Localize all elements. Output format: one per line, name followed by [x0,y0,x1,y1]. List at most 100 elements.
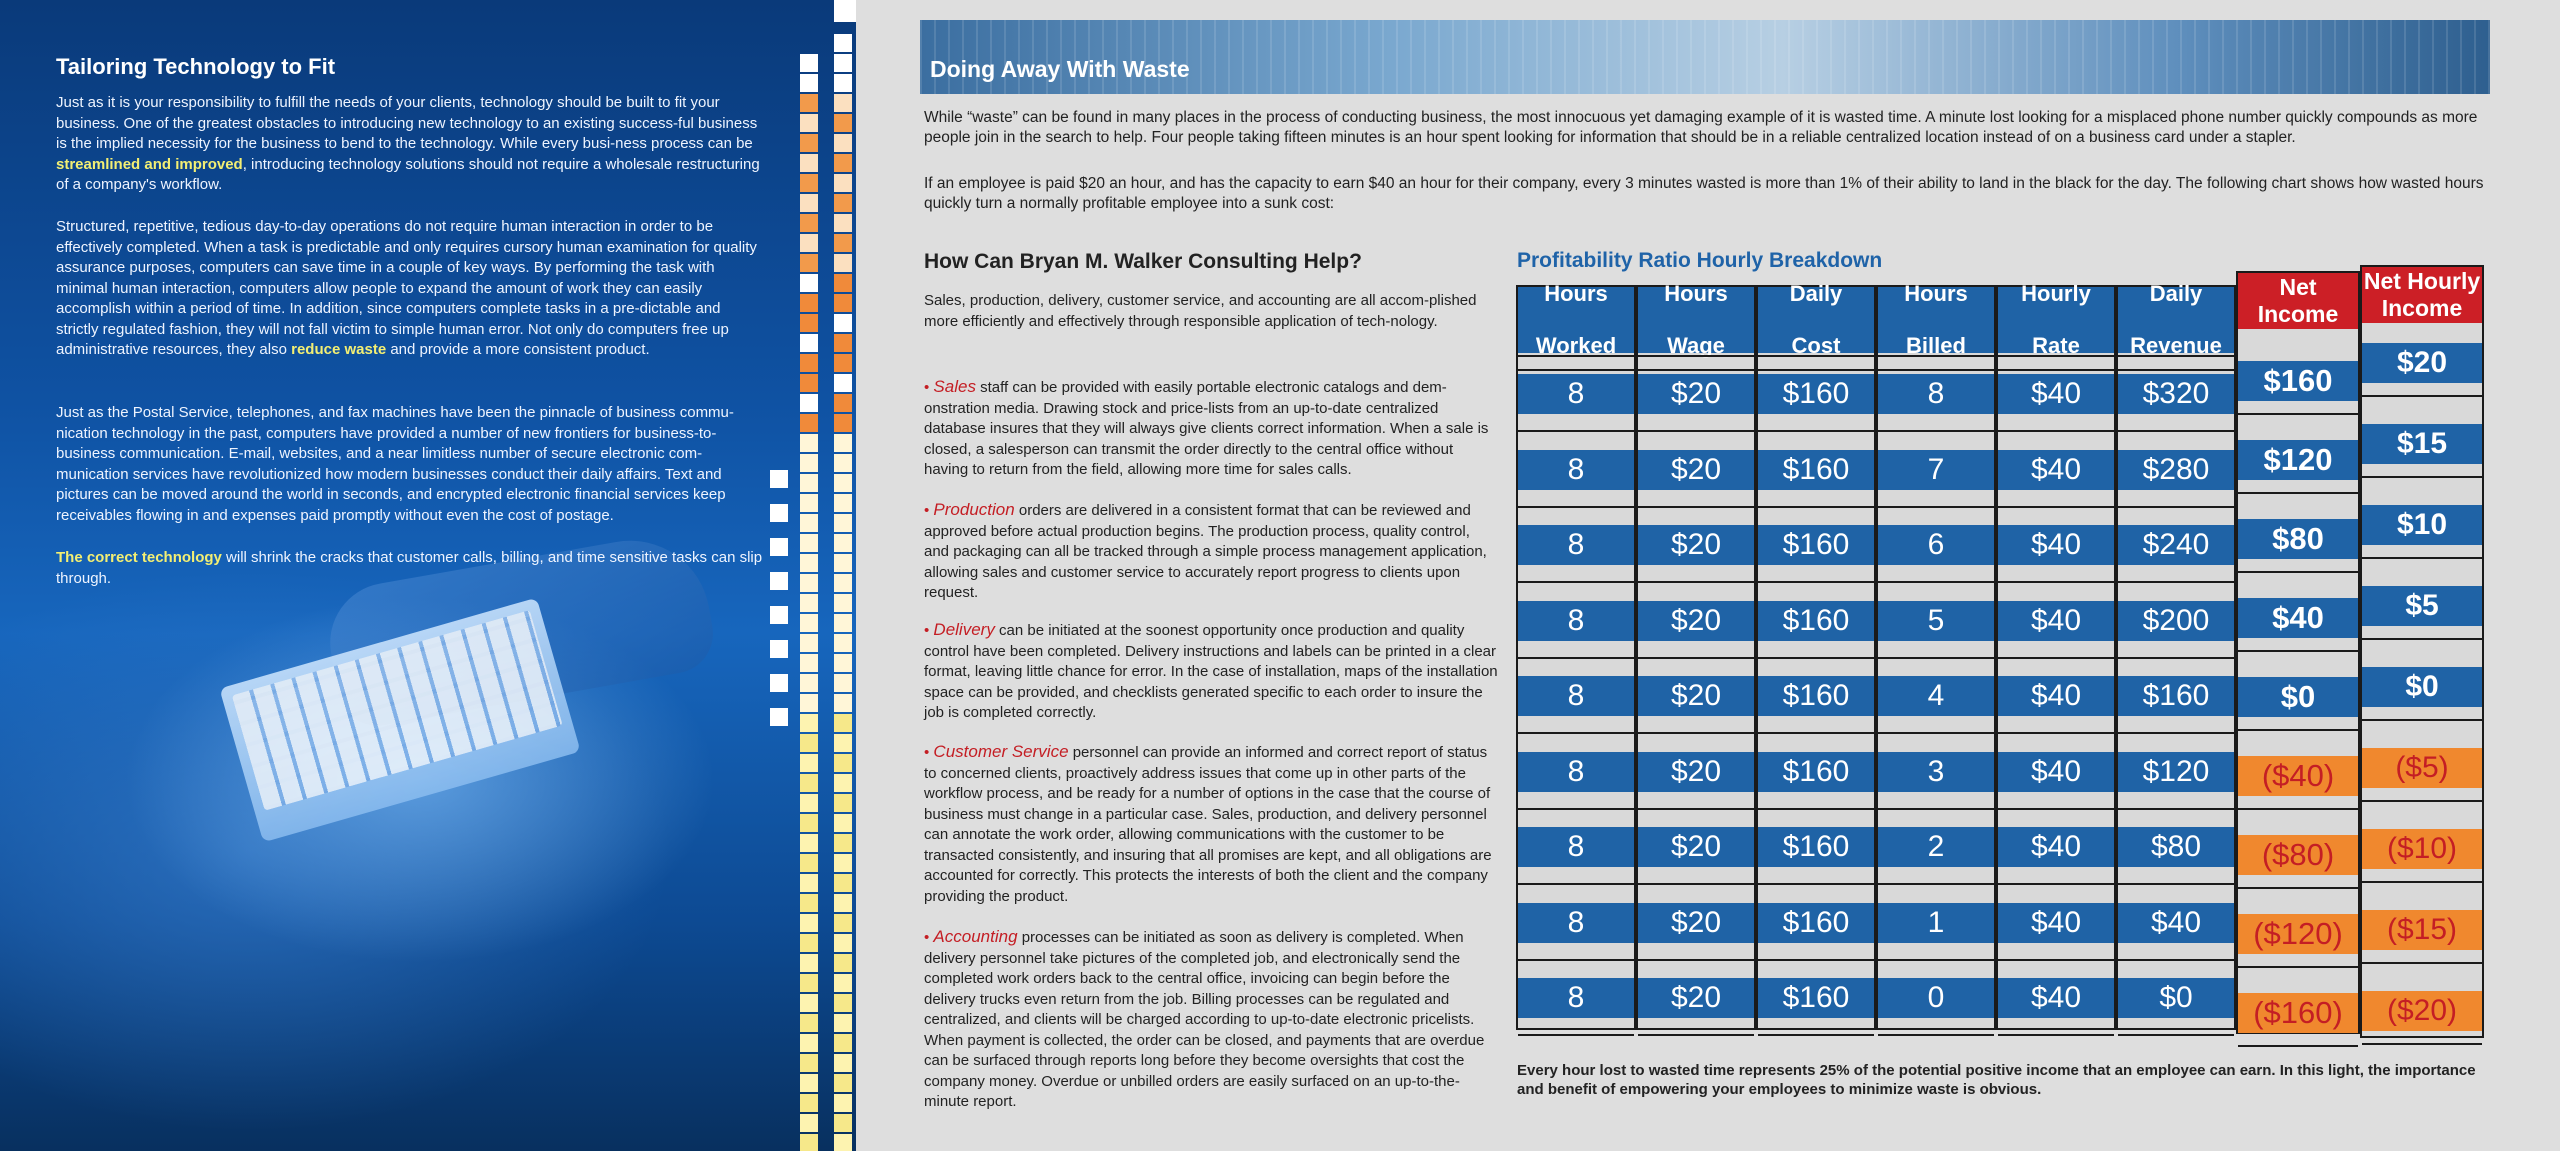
deco-square [834,1094,852,1112]
table-rule [1638,1034,1754,1036]
table-rule [1878,355,1994,357]
table-cell: $20 [1638,902,1754,943]
table-rule [2238,413,2358,415]
table-cell: $160 [1758,751,1874,792]
column-header: Hours Wage [1638,281,1754,358]
table-cell: $160 [1758,676,1874,716]
column-hours-worked: Hours Worked 8 8 8 8 8 8 8 8 8 [1516,281,1636,1036]
positive-cell: $10 [2362,505,2482,545]
deco-square [800,434,818,452]
table-cell: $20 [1638,449,1754,490]
column-hourly-rate: Hourly Rate $40 $40 $40 $40 $40 $40 $40 $40 $40 [1996,281,2116,1036]
deco-square [800,334,818,352]
table-rule [2118,355,2234,357]
footnote: Every hour lost to wasted time represent… [1517,1062,2476,1098]
negative-cell: ($160) [2238,993,2358,1033]
table-rule [1998,505,2114,508]
table-rule [1878,430,1994,432]
deco-square [800,74,818,92]
table-rule [1878,1034,1994,1036]
table-rule [2238,808,2358,810]
deco-square [800,994,818,1012]
column-header: Net Income [2238,273,2358,329]
table-cell: 8 [1518,751,1634,792]
table-title: Profitability Ratio Hourly Breakdown [1517,249,1883,272]
table-rule [2118,430,2234,432]
negative-cell: ($20) [2362,991,2482,1031]
table-rule [1878,807,1994,810]
negative-cell: ($80) [2238,835,2358,875]
table-rule [2118,1034,2234,1036]
table-cell: 8 [1518,525,1634,565]
table-rule [1878,581,1994,583]
table-rule [1758,732,1874,734]
column-hours-wage: Hours Wage $20 $20 $20 $20 $20 $20 $20 $20 $20 [1636,281,1756,1036]
deco-square [834,94,852,112]
bullet-glyph: • [924,502,934,519]
corner-block [834,0,856,22]
table-cell: $40 [1998,600,2114,641]
table-rule [1518,883,1634,885]
deco-square [834,274,852,292]
bullet-text: staff can be provided with easily portab… [924,379,1489,478]
deco-square [800,1034,818,1052]
table-cell: $240 [2118,525,2234,565]
table-rule [2362,800,2482,802]
table-cell: 1 [1878,902,1994,943]
deco-square [834,594,852,612]
table-rule [2238,650,2358,652]
deco-square [770,470,788,488]
deco-square [800,1134,818,1151]
deco-square [800,114,818,132]
table-rule [2362,719,2482,721]
table-rule [2362,881,2482,883]
positive-cell: $0 [2362,667,2482,707]
deco-square [770,674,788,692]
table-rule [2362,557,2482,559]
deco-square [800,214,818,232]
intro-paragraph-2: If an employee is paid $20 an hour, and … [924,175,2484,212]
deco-square [800,674,818,692]
deco-square [800,234,818,252]
deco-square [834,414,852,432]
table-rule [1638,355,1754,357]
table-cell: $40 [2118,902,2234,943]
bullet-customer-service: • Customer Service personnel can provide… [924,742,1498,907]
table-cell: $40 [1998,374,2114,414]
table-cell: $20 [1638,600,1754,641]
deco-square [834,1014,852,1032]
table-cell: $40 [1998,525,2114,565]
left-paragraph-4: The correct technology will shrink the c… [56,549,763,587]
deco-square [834,1034,852,1052]
column-header: Daily Cost [1758,281,1874,358]
table-rule [1758,883,1874,885]
table-rule [1878,958,1994,961]
left-paragraph-1: Just as it is your responsibility to ful… [56,94,760,193]
table-rule [1758,505,1874,508]
positive-cell: $15 [2362,424,2482,464]
column-daily-cost: Daily Cost $160 $160 $160 $160 $160 $160 $160 $16… [1756,281,1876,1036]
table-cell: 8 [1518,676,1634,716]
table-rule [2118,732,2234,734]
bullet-delivery: • Delivery can be initiated at the soone… [924,620,1498,724]
deco-square [800,754,818,772]
deco-square [800,974,818,992]
table-rule [2362,476,2482,478]
column-net-income: Net Income $160 $120 $80 $40 $0 ($40) ($80) ($120… [2236,271,2360,1047]
deco-square [800,914,818,932]
table-cell: $40 [1998,978,2114,1018]
deco-square [800,594,818,612]
deco-square [800,94,818,112]
table-cell: $40 [1998,902,2114,943]
positive-cell: $80 [2238,519,2358,559]
table-cell: $160 [1758,600,1874,641]
table-cell: $80 [2118,827,2234,867]
left-panel: Tailoring Technology to Fit Just as it i… [0,0,856,1151]
positive-cell: $160 [2238,361,2358,401]
table-rule [1998,883,2114,885]
table-cell: 8 [1518,449,1634,490]
deco-square [800,934,818,952]
negative-cell: ($15) [2362,910,2482,950]
deco-square [800,774,818,792]
table-rule [1518,581,1634,583]
